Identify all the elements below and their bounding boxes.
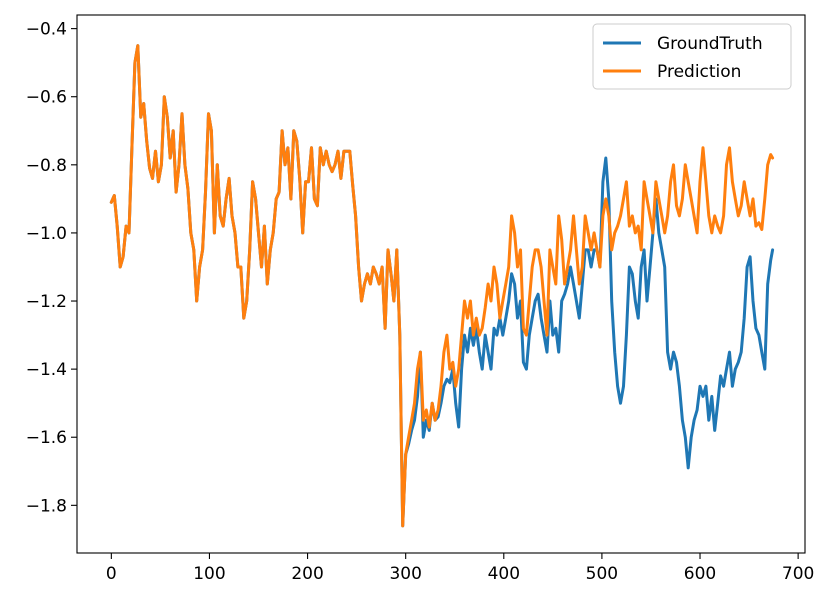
y-tick-label: −0.8 [26,156,67,176]
legend-box [592,23,792,90]
y-tick-label: −0.6 [26,88,67,108]
x-tick-label: 700 [782,564,814,584]
y-tick-label: −1.2 [26,292,67,312]
y-tick-label: −1.8 [26,496,67,516]
legend: GroundTruth Prediction [592,23,792,90]
x-tick-label: 500 [586,564,618,584]
y-tick-label: −1.6 [26,428,67,448]
y-tick-label: −0.4 [26,20,67,40]
plot-frame [76,14,806,554]
plot-lines [109,44,775,528]
x-tick-label: 200 [291,564,323,584]
x-tick-label: 400 [488,564,520,584]
x-tick-label: 300 [389,564,421,584]
legend-label-groundtruth: GroundTruth [657,34,763,54]
series-line-prediction [109,44,775,528]
y-tick-label: −1.4 [26,360,67,380]
legend-label-prediction: Prediction [657,62,741,82]
x-tick-label: 0 [106,564,117,584]
y-tick-label: −1.0 [26,224,67,244]
x-tick-label: 600 [684,564,716,584]
x-tick-label: 100 [193,564,225,584]
axis-ticks: 0 100 200 300 400 500 600 700 −1.8 −1.6 −1.4 −1.2 −1… [26,20,815,584]
